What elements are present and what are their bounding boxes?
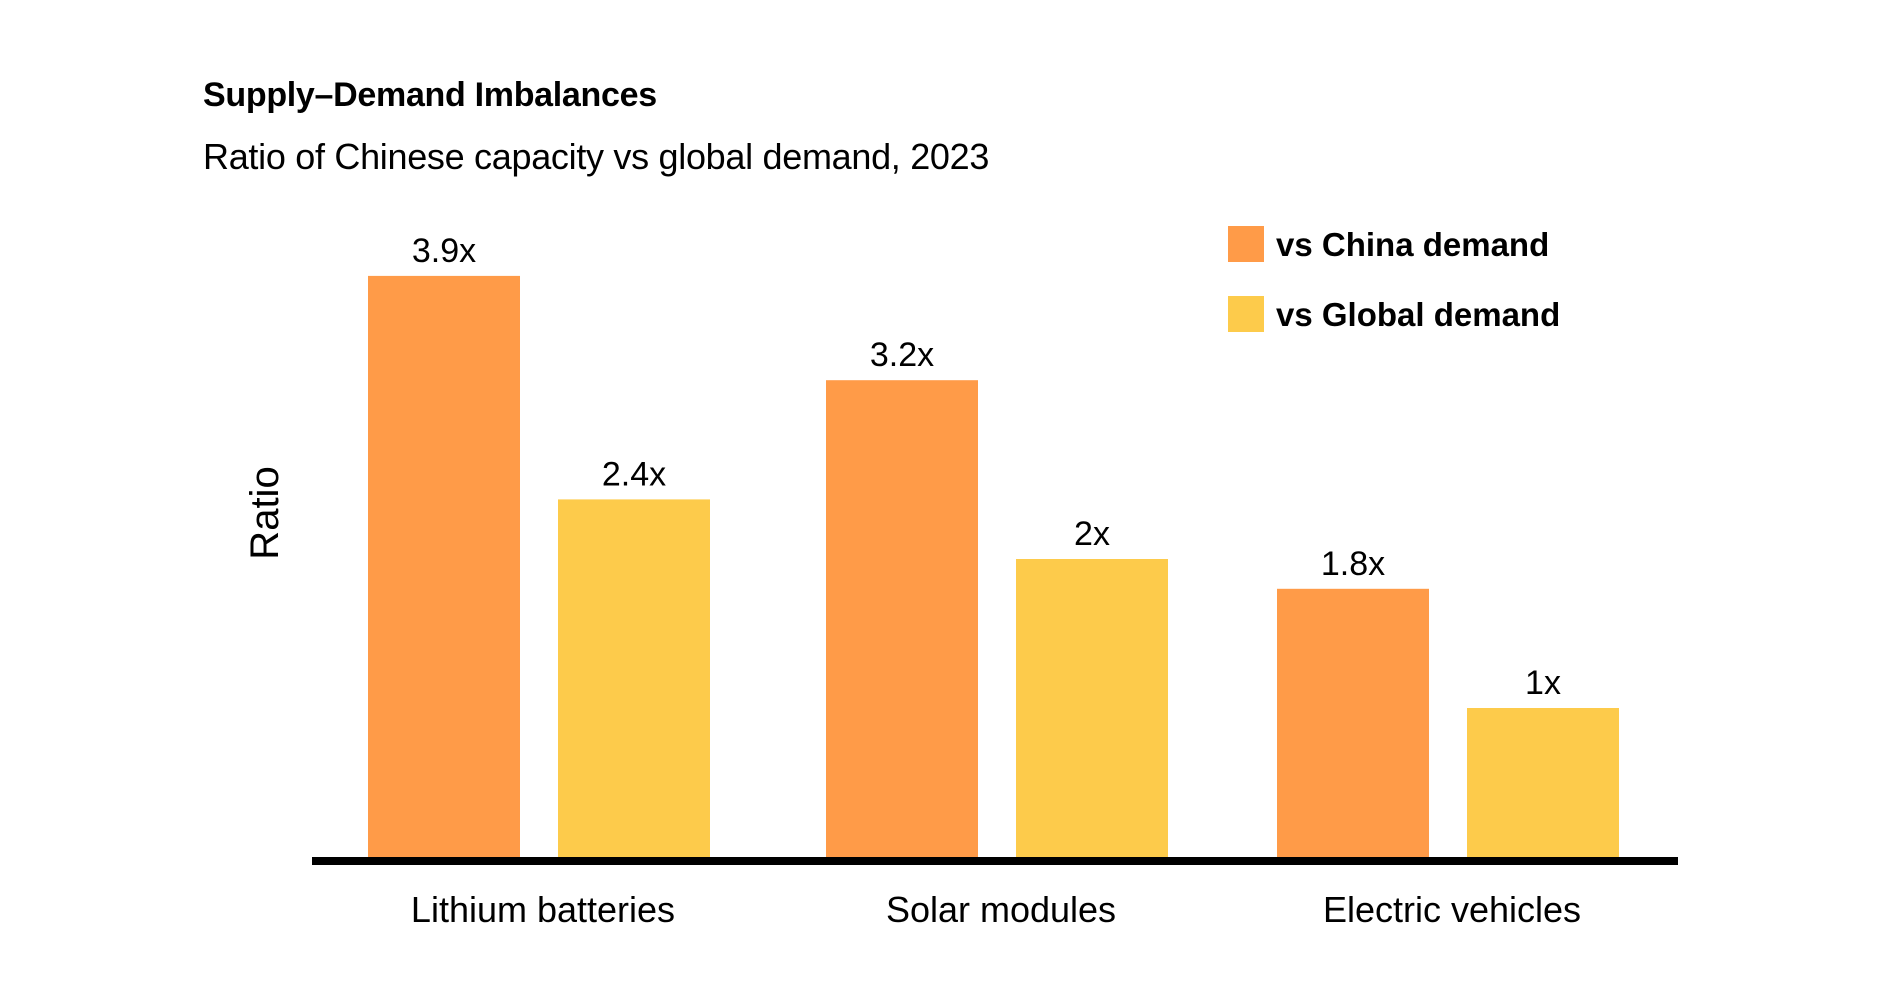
bar-china-2 (1277, 588, 1429, 857)
legend-swatch (1228, 296, 1264, 332)
legend-swatch (1228, 226, 1264, 262)
value-label: 2x (1074, 515, 1110, 553)
category-labels-layer: Lithium batteries Solar modules Electric v… (411, 889, 1581, 930)
value-label: 2.4x (602, 455, 666, 493)
legend-label: vs China demand (1276, 226, 1549, 263)
legend: vs China demand vs Global demand (1228, 226, 1560, 333)
bar-china-1 (826, 380, 978, 857)
bar-global-1 (1016, 559, 1168, 857)
value-label: 3.9x (412, 232, 476, 270)
value-label: 3.2x (870, 336, 934, 374)
bar-china-0 (368, 275, 520, 857)
x-tick-label: Lithium batteries (411, 889, 675, 930)
value-labels-layer: 3.9x 2.4x 3.2x 2x 1.8x 1x (412, 232, 1561, 702)
chart-title: Supply–Demand Imbalances (203, 76, 657, 114)
bars-layer (368, 275, 1619, 857)
x-axis-line (312, 857, 1678, 865)
bar-global-0 (558, 499, 710, 857)
y-axis-title: Ratio (243, 466, 287, 559)
value-label: 1x (1525, 664, 1561, 702)
x-tick-label: Solar modules (886, 889, 1116, 930)
value-label: 1.8x (1321, 545, 1385, 583)
bar-global-2 (1467, 708, 1619, 857)
x-tick-label: Electric vehicles (1323, 889, 1581, 930)
chart-subtitle: Ratio of Chinese capacity vs global dema… (203, 136, 990, 177)
legend-label: vs Global demand (1276, 296, 1560, 333)
